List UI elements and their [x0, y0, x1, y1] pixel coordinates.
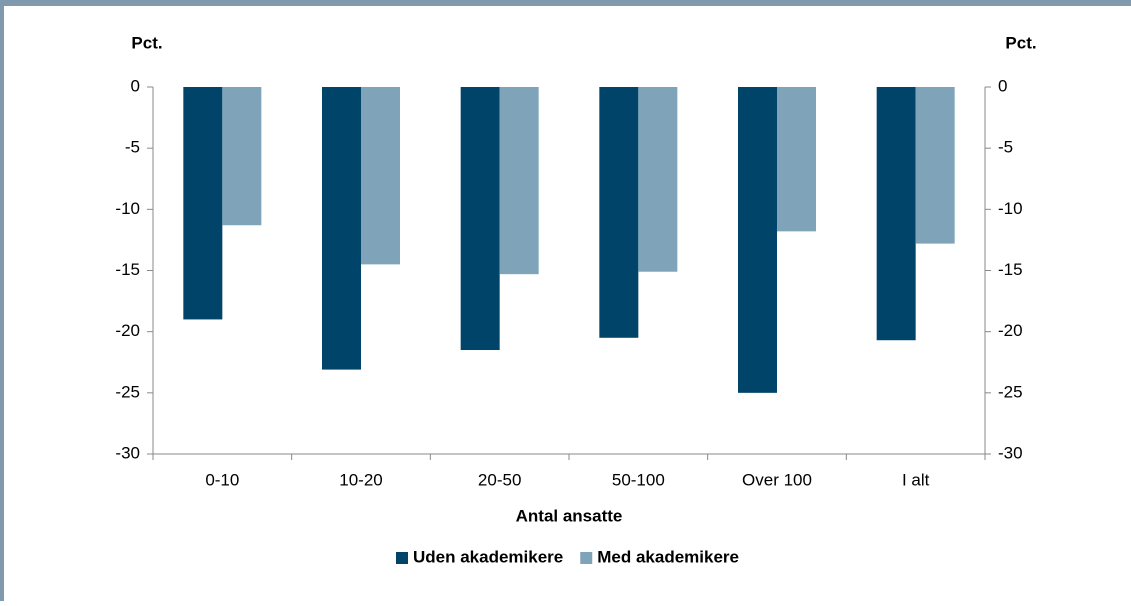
y-axis-label: Pct.	[131, 33, 162, 52]
y-tick-label: -20	[115, 321, 140, 340]
y2-tick-label: -5	[998, 138, 1013, 157]
x-tick-label: 0-10	[205, 470, 239, 489]
x-tick-label: 20-50	[478, 470, 521, 489]
y2-axis-label: Pct.	[1005, 33, 1036, 52]
y-tick-label: -5	[125, 138, 140, 157]
y-tick-label: 0	[131, 76, 140, 95]
y-tick-label: -10	[115, 199, 140, 218]
bar	[638, 87, 678, 272]
x-tick-label: 10-20	[339, 470, 382, 489]
legend-swatch	[396, 552, 408, 564]
x-tick-label: Over 100	[742, 470, 812, 489]
bar	[738, 87, 777, 393]
y2-tick-label: 0	[998, 76, 1007, 95]
bar	[777, 87, 816, 232]
bar	[915, 87, 955, 244]
bar	[361, 87, 400, 265]
bar	[876, 87, 916, 341]
bar	[322, 87, 361, 370]
y2-tick-label: -20	[998, 321, 1023, 340]
x-tick-label: 50-100	[612, 470, 665, 489]
bar	[499, 87, 539, 275]
legend-label: Uden akademikere	[413, 547, 563, 566]
y2-tick-label: -15	[998, 260, 1023, 279]
legend-swatch	[580, 552, 593, 564]
y2-tick-label: -30	[998, 443, 1023, 462]
bar	[599, 87, 639, 338]
x-axis-label: Antal ansatte	[516, 506, 623, 525]
y2-tick-label: -10	[998, 199, 1023, 218]
frame-left	[0, 0, 4, 601]
y2-tick-label: -25	[998, 382, 1023, 401]
y-tick-label: -25	[115, 382, 140, 401]
y-tick-label: -30	[115, 443, 140, 462]
legend-label: Med akademikere	[597, 547, 739, 566]
bar	[183, 87, 223, 320]
y-tick-label: -15	[115, 260, 140, 279]
bar	[222, 87, 262, 226]
bar	[460, 87, 500, 351]
frame-top	[0, 0, 1131, 6]
x-tick-label: I alt	[902, 470, 930, 489]
